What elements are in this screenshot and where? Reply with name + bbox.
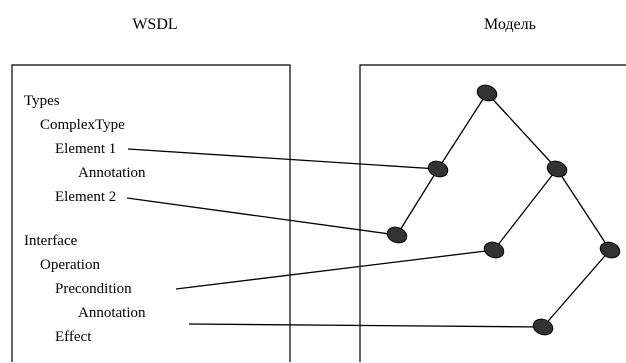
tree-edge [396,168,439,236]
wsdl-panel [11,64,291,362]
tree-node-left-child [427,160,449,178]
wsdl-item-interface: Interface [24,233,78,249]
mapping-lines [126,148,544,328]
header-model: Модель [484,16,536,33]
wsdl-tree: Types ComplexType Element 1 Annotation E… [24,93,146,345]
tree-node-far-right [599,241,621,259]
mapping-line [175,249,495,290]
model-panel [359,64,626,362]
wsdl-item-annotation-1: Annotation [78,165,146,181]
tree-node-right-child [546,160,568,178]
tree-edge [542,249,611,328]
wsdl-item-element-1: Element 1 [55,141,116,157]
wsdl-item-types: Types [24,93,60,109]
wsdl-item-element-2: Element 2 [55,189,116,205]
model-tree-nodes [386,84,621,336]
wsdl-item-effect: Effect [55,329,92,345]
tree-edge [556,168,611,251]
tree-node-bottom [532,318,554,336]
tree-node-left-leaf [386,226,408,244]
wsdl-item-operation: Operation [40,257,100,273]
model-tree-edges [396,92,611,328]
tree-edge [437,92,488,170]
tree-edge [486,92,558,170]
tree-node-root [476,84,498,102]
tree-node-mid-right [483,241,505,259]
mapping-line [126,197,398,236]
mapping-line [127,148,439,170]
wsdl-item-annotation-2: Annotation [78,305,146,321]
wsdl-item-precondition: Precondition [55,281,132,297]
wsdl-item-complextype: ComplexType [40,117,125,133]
header-wsdl: WSDL [132,16,177,33]
mapping-line [188,323,544,328]
tree-edge [493,168,558,251]
